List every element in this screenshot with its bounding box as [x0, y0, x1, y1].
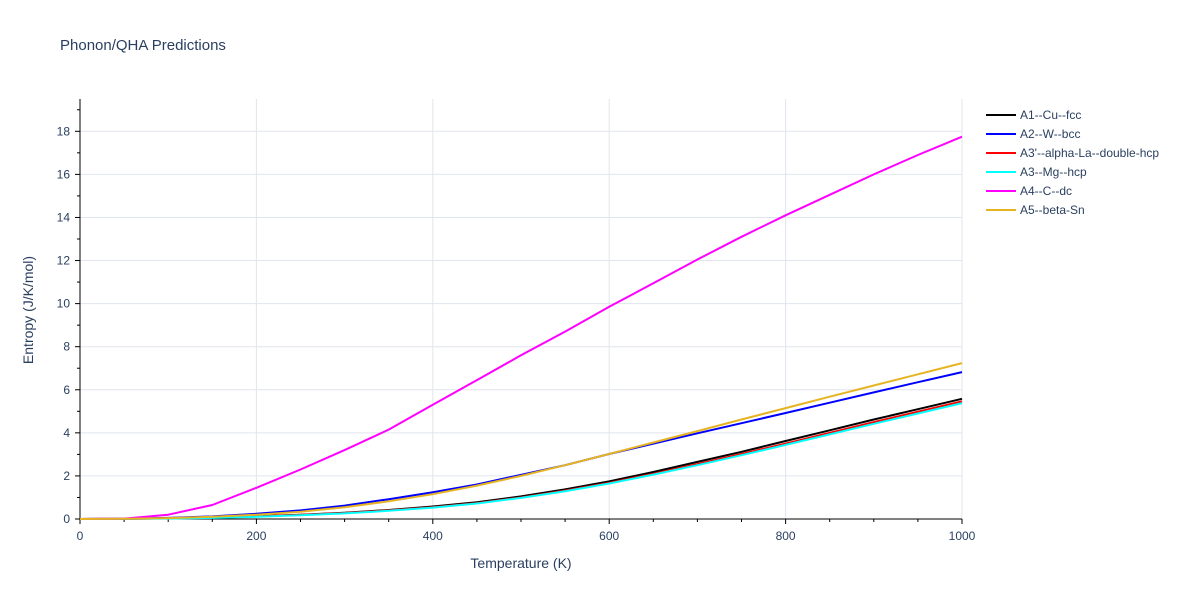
y-tick-label: 14 — [57, 210, 71, 224]
legend-label: A4--C--dc — [1020, 184, 1072, 198]
y-axis-title: Entropy (J/K/mol) — [20, 256, 36, 364]
legend-label: A3--Mg--hcp — [1020, 165, 1087, 179]
axes: 0 200 400 600 800 1000 0 2 4 6 8 10 12 14 16 18 — [57, 99, 976, 543]
y-tick-label: 8 — [63, 340, 70, 354]
y-tick-label: 6 — [63, 383, 70, 397]
x-axis-title: Temperature (K) — [470, 555, 571, 571]
legend-item[interactable]: A3'--alpha-La--double-hcp — [986, 146, 1159, 160]
series-line — [79, 400, 963, 520]
chart-title: Phonon/QHA Predictions — [60, 37, 226, 54]
y-tick-label: 18 — [57, 124, 71, 138]
legend[interactable]: A1--Cu--fcc A2--W--bcc A3'--alpha-La--doub… — [986, 108, 1159, 217]
y-tick-label: 0 — [63, 512, 70, 526]
legend-item[interactable]: A5--beta-Sn — [986, 203, 1085, 217]
series-line — [79, 362, 963, 520]
legend-item[interactable]: A1--Cu--fcc — [986, 108, 1081, 122]
legend-label: A2--W--bcc — [1020, 127, 1080, 141]
legend-label: A5--beta-Sn — [1020, 203, 1085, 217]
x-tick-label: 1000 — [949, 529, 976, 543]
y-tick-label: 12 — [57, 254, 71, 268]
y-tick-label: 2 — [63, 469, 70, 483]
series-line — [79, 135, 963, 520]
grid — [80, 99, 963, 519]
x-tick-label: 600 — [599, 529, 619, 543]
series-layer — [79, 135, 963, 520]
series-line — [79, 402, 963, 520]
y-tick-label: 16 — [57, 167, 71, 181]
legend-item[interactable]: A3--Mg--hcp — [986, 165, 1087, 179]
y-tick-label: 10 — [57, 297, 71, 311]
y-tick-label: 4 — [63, 426, 70, 440]
legend-label: A1--Cu--fcc — [1020, 108, 1081, 122]
x-tick-label: 0 — [77, 529, 84, 543]
legend-label: A3'--alpha-La--double-hcp — [1020, 146, 1159, 160]
legend-item[interactable]: A2--W--bcc — [986, 127, 1080, 141]
legend-item[interactable]: A4--C--dc — [986, 184, 1072, 198]
x-tick-label: 200 — [246, 529, 266, 543]
series-line — [79, 397, 963, 520]
x-tick-label: 400 — [423, 529, 443, 543]
x-tick-label: 800 — [776, 529, 796, 543]
